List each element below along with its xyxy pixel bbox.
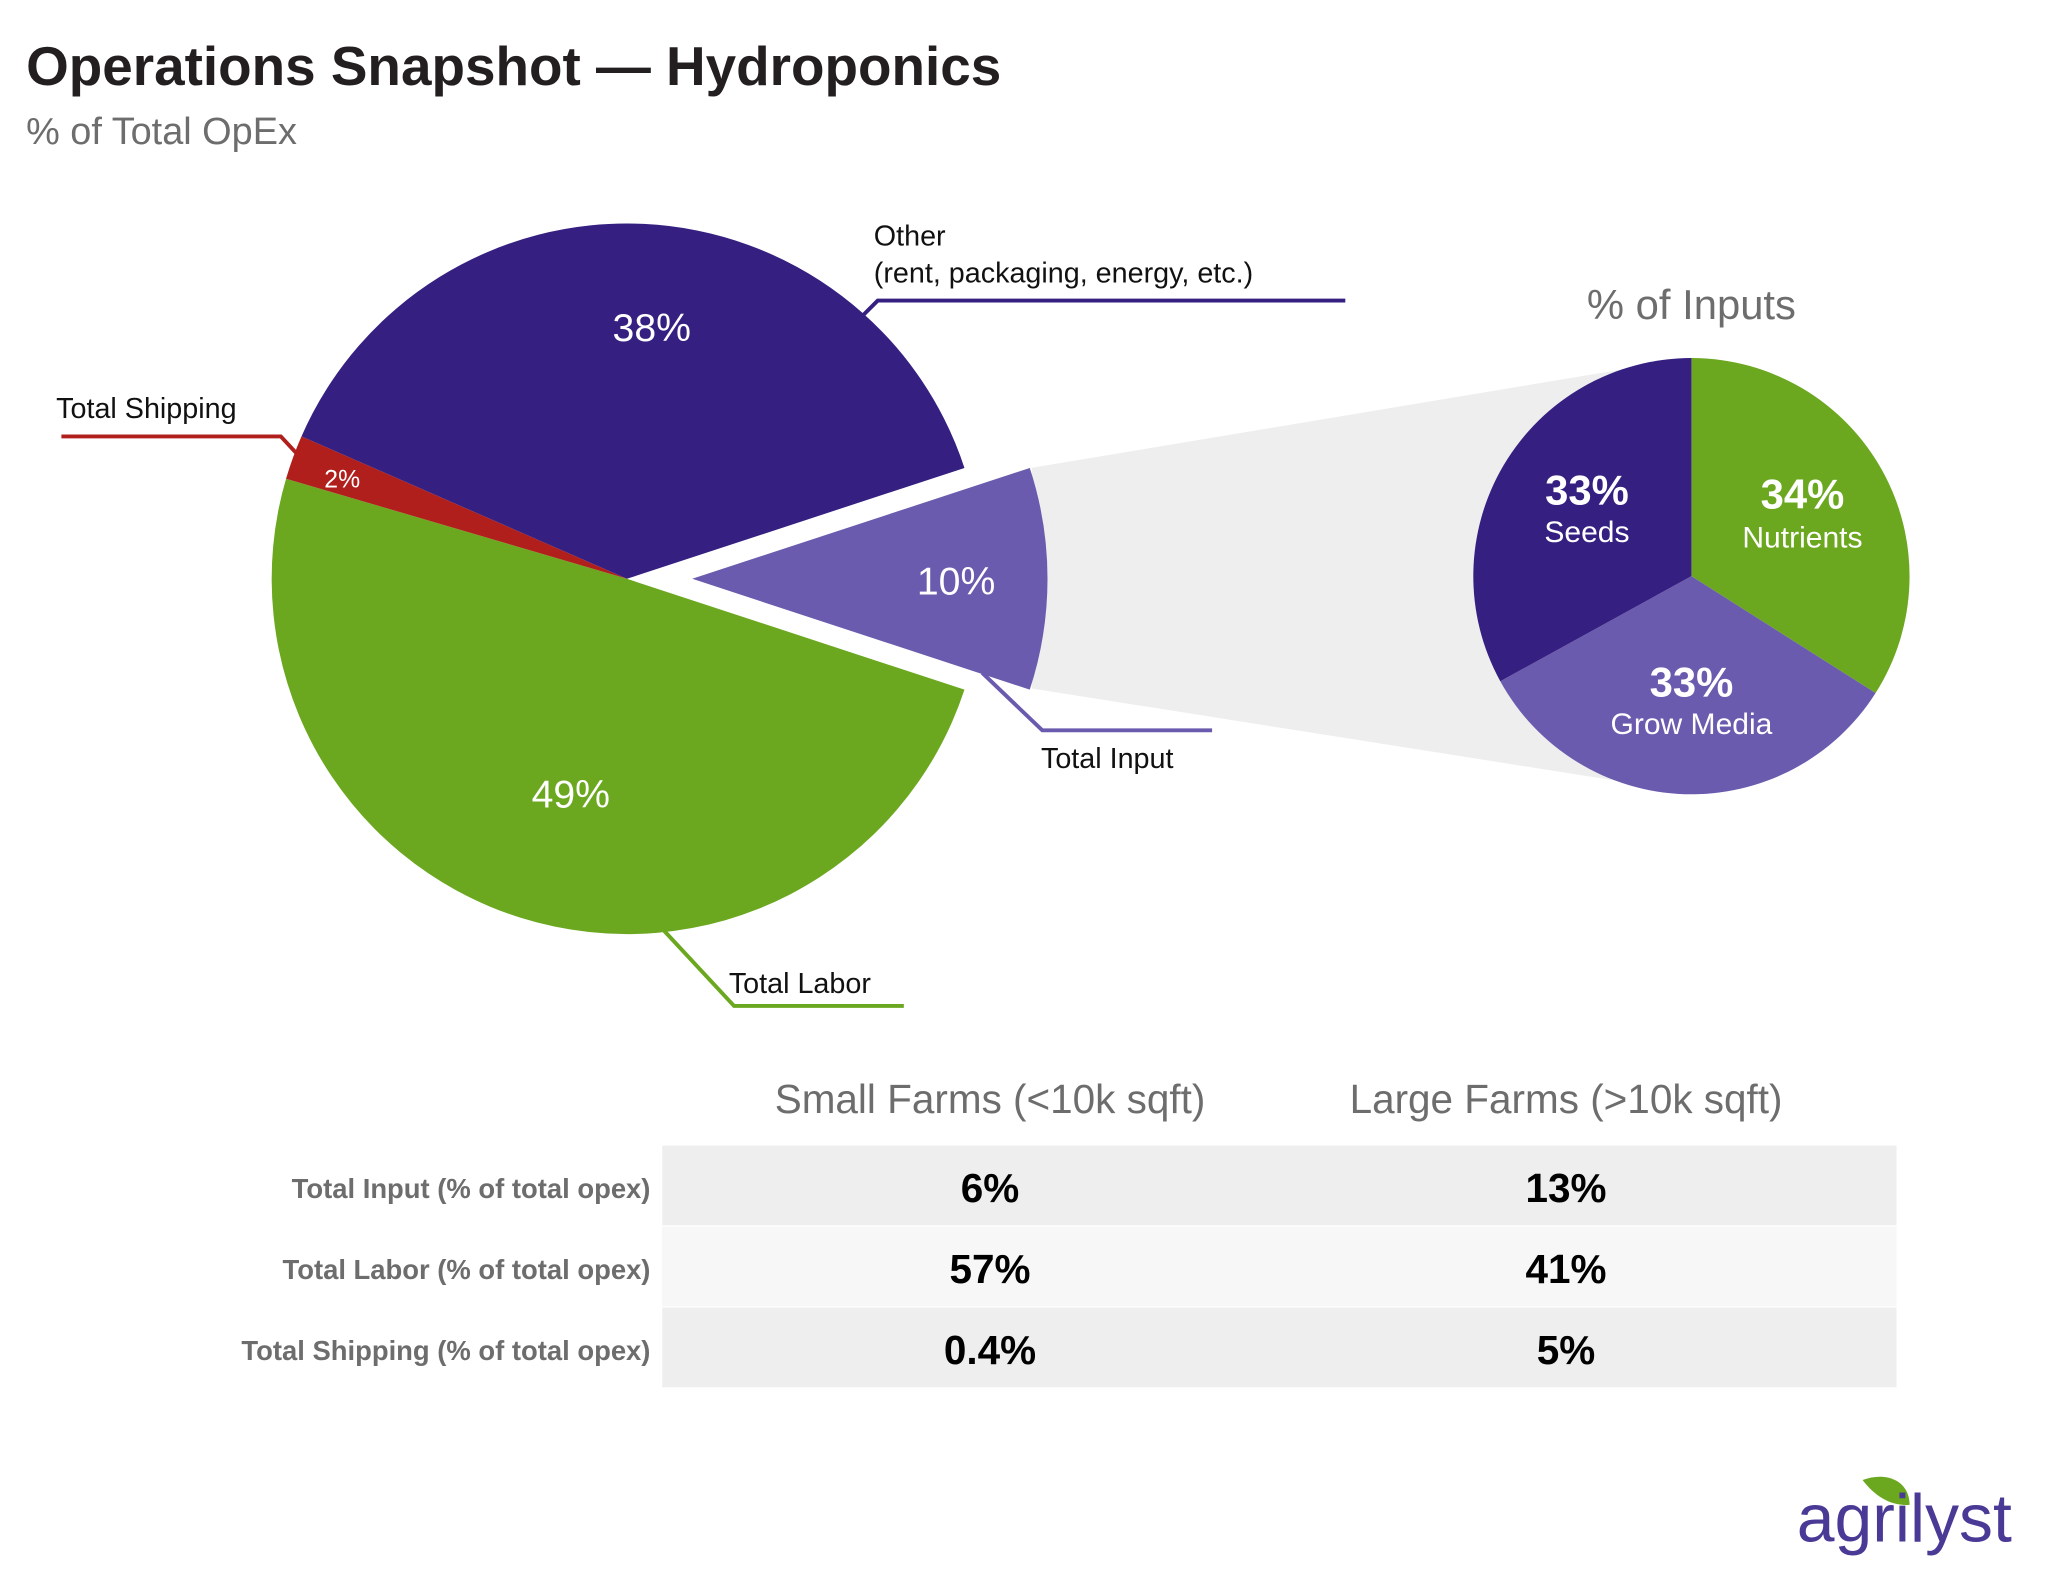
agrilyst-logo: agrilyst — [1797, 1476, 2012, 1556]
pie-slice-input — [692, 467, 1048, 690]
row-background — [662, 1145, 1897, 1226]
table-row: Total Input (% of total opex) 6% 13% — [292, 1145, 1897, 1226]
label-input: Total Input — [1041, 743, 1174, 775]
cell-value: 0.4% — [944, 1327, 1036, 1373]
inputs-pie — [1473, 358, 1910, 795]
row-background — [662, 1226, 1897, 1307]
cell-value: 13% — [1526, 1165, 1607, 1211]
cell-value: 57% — [950, 1246, 1031, 1292]
pct-label-seeds: 33% — [1545, 466, 1629, 513]
pie-slice-nutrients — [1691, 358, 1910, 694]
leader-shipping — [61, 434, 300, 457]
pct-label-other: 38% — [613, 307, 691, 350]
row-label: Total Labor (% of total opex) — [283, 1254, 651, 1285]
table-row: Total Shipping (% of total opex) 0.4% 5% — [241, 1307, 1897, 1388]
row-label: Total Input (% of total opex) — [292, 1173, 651, 1204]
leader-other — [860, 298, 1346, 318]
label-nutrients: Nutrients — [1742, 521, 1862, 554]
pie-slice-seeds — [1473, 358, 1692, 682]
logo-text: agrilyst — [1797, 1481, 2012, 1556]
cell-value: 6% — [961, 1165, 1020, 1211]
label-shipping: Total Shipping — [56, 393, 236, 425]
row-label: Total Shipping (% of total opex) — [241, 1335, 650, 1366]
label-grow-media: Grow Media — [1610, 708, 1772, 741]
cell-value: 41% — [1526, 1246, 1607, 1292]
column-header-large: Large Farms (>10k sqft) — [1350, 1076, 1783, 1122]
leader-input — [980, 671, 1213, 733]
leaf-icon — [1862, 1476, 1910, 1505]
page-subtitle: % of Total OpEx — [26, 111, 297, 153]
leader-labor — [662, 928, 904, 1008]
pct-label-grow-media: 33% — [1650, 658, 1734, 705]
pie-slice-labor — [271, 478, 965, 935]
pct-label-nutrients: 34% — [1761, 470, 1845, 517]
row-background — [662, 1307, 1897, 1388]
pct-label-labor: 49% — [532, 773, 610, 816]
cell-value: 5% — [1537, 1327, 1596, 1373]
label-other-detail: (rent, packaging, energy, etc.) — [874, 257, 1253, 289]
pie-slice-other — [301, 223, 965, 579]
zoom-connector — [1031, 369, 1620, 782]
inputs-pie-title: % of Inputs — [1587, 281, 1796, 328]
pct-label-shipping: 2% — [324, 466, 360, 493]
label-seeds: Seeds — [1544, 516, 1629, 549]
column-header-small: Small Farms (<10k sqft) — [775, 1076, 1206, 1122]
label-labor: Total Labor — [729, 968, 872, 1000]
label-other: Other — [874, 221, 946, 253]
opex-pie — [271, 223, 1048, 935]
table-row: Total Labor (% of total opex) 57% 41% — [283, 1226, 1897, 1307]
pct-label-input: 10% — [917, 560, 995, 603]
pie-slice-grow_media — [1500, 576, 1876, 795]
pie-slice-shipping — [286, 436, 627, 579]
page-title: Operations Snapshot — Hydroponics — [26, 35, 1001, 97]
